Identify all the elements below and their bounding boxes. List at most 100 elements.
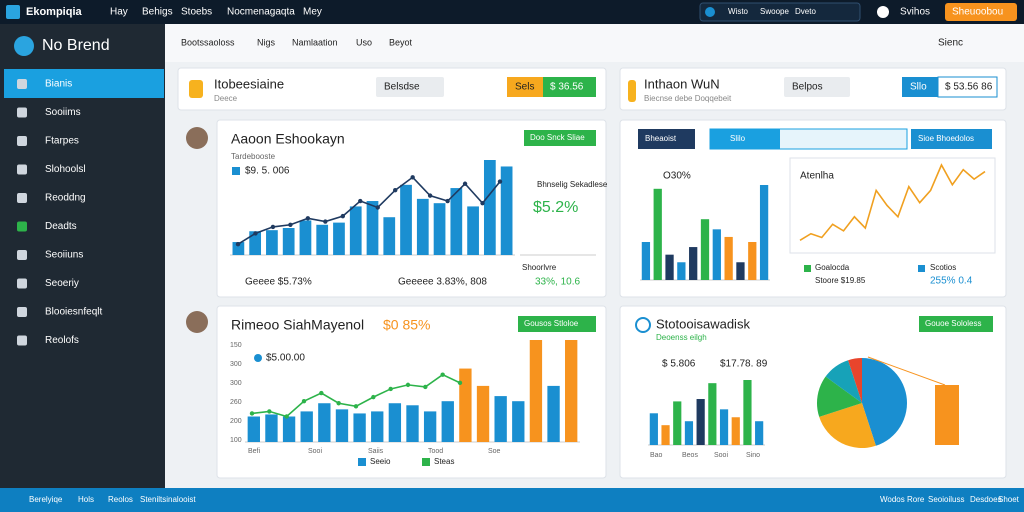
panel-button-label[interactable]: Gousos Stloloe [524, 319, 579, 328]
menu-item[interactable]: Reoddng [45, 193, 86, 204]
line-point [288, 222, 293, 227]
brand: No Brend [42, 37, 110, 54]
footer [0, 488, 1024, 512]
search-icon [705, 7, 715, 17]
panel-button[interactable] [919, 316, 993, 332]
menu-item[interactable]: Deadts [45, 221, 77, 232]
nav-item[interactable]: Behigs [142, 7, 173, 18]
bar [696, 399, 705, 445]
x-label: Bao [650, 452, 663, 459]
card-subtitle: Biecnse debe Doqqebeit [644, 94, 732, 103]
active-item[interactable] [4, 69, 164, 98]
menu-item[interactable]: Blooiesnfeqlt [45, 307, 102, 318]
menu-item[interactable]: Sooiims [45, 107, 81, 118]
tab[interactable]: Beyot [389, 37, 413, 47]
line-point [305, 216, 311, 221]
subheader [165, 24, 1024, 62]
panel-button-label[interactable]: Sioe Bhoedolos [918, 134, 974, 143]
menu-item[interactable]: Bianis [45, 79, 72, 90]
bar [371, 411, 384, 442]
bar [247, 416, 260, 442]
footer-link[interactable]: Seoioiluss [928, 495, 964, 504]
line-point [423, 384, 428, 390]
subheader-right[interactable]: Sienc [938, 38, 963, 49]
footer-link[interactable]: Shoet [998, 495, 1020, 504]
panel-button[interactable] [524, 130, 596, 146]
footer-link[interactable]: Berelyiqe [29, 495, 63, 504]
panel-button[interactable] [911, 129, 992, 149]
user[interactable]: Svihos [900, 7, 930, 18]
legend-dot [254, 354, 262, 362]
value-box [937, 76, 998, 98]
footer-link[interactable]: Wodos Rore [880, 495, 925, 504]
card-subtitle: Deece [214, 94, 238, 103]
search-box[interactable] [699, 2, 861, 22]
top-button[interactable] [945, 3, 1017, 21]
panel-metric: $ 5.806 [662, 359, 696, 370]
footer-link[interactable]: Hols [78, 495, 94, 504]
pie-slice [825, 360, 862, 403]
panel-stat: $0 85% [383, 317, 430, 333]
panel-metric: $9. 5. 006 [245, 166, 290, 177]
line-point [405, 382, 411, 388]
dropdown-label[interactable]: Belpos [792, 82, 823, 93]
panel-button[interactable] [518, 316, 596, 332]
card-value: $ 36.56 [550, 82, 584, 93]
menu-item[interactable]: Seoiiuns [45, 250, 83, 261]
menu-item[interactable]: Ftarpes [45, 136, 79, 147]
panel-button-label[interactable]: Doo Snck Sliae [530, 133, 585, 142]
line-point [388, 386, 393, 392]
dropdown[interactable] [784, 77, 850, 97]
line-point [353, 404, 359, 409]
sidebar [0, 24, 165, 488]
panel-metric: $5.00.00 [266, 353, 305, 364]
nav-item[interactable]: Stoebs [181, 7, 212, 18]
bar [416, 198, 429, 255]
top-button-label[interactable]: Sheuoobou [952, 7, 1003, 18]
x-label: Sooi [308, 448, 322, 455]
tab[interactable]: Nigs [257, 37, 276, 47]
avatar [186, 127, 208, 149]
bar [388, 403, 402, 442]
search-text[interactable]: Dveto [795, 7, 816, 16]
x-label: Saiis [368, 448, 384, 455]
menu-item[interactable]: Seoeriy [45, 278, 79, 289]
tab[interactable]: Uso [356, 37, 372, 47]
nav-item[interactable]: Hay [110, 7, 128, 18]
line-point [427, 193, 433, 198]
chart-label: Atenlha [800, 171, 834, 182]
dropdown-label[interactable]: Belsdse [384, 82, 420, 93]
panel-button-label[interactable]: Bheaoist [645, 134, 677, 143]
dropdown[interactable] [376, 77, 444, 97]
bar [677, 262, 686, 280]
panel-button-label[interactable]: Slilo [730, 134, 746, 143]
bar [433, 203, 446, 255]
bar [712, 229, 721, 280]
nav-item[interactable]: Nocmenagaqta [227, 7, 295, 18]
footer-link[interactable]: Desdoes [970, 495, 1002, 504]
footer-link[interactable]: Reolos [108, 495, 133, 504]
axis-label: 100 [230, 437, 242, 444]
menu-item[interactable]: Reolofs [45, 335, 79, 346]
axis-label: 150 [230, 342, 242, 349]
line-point [235, 242, 241, 247]
bar [719, 409, 729, 445]
menu-item[interactable]: Slohoolsl [45, 164, 86, 175]
tab[interactable]: Namlaation [292, 37, 338, 47]
panel-button[interactable] [638, 129, 695, 149]
bar [300, 411, 313, 442]
bar [512, 401, 525, 442]
footer-link[interactable]: Steniltsinalooist [140, 495, 196, 504]
line-point [340, 213, 345, 219]
bar [935, 385, 959, 445]
bar [282, 416, 296, 442]
tab[interactable]: Bootssaoloss [181, 37, 235, 47]
legend-swatch [232, 167, 240, 175]
search-text[interactable]: Wisto [728, 7, 749, 16]
card-icon [628, 80, 636, 102]
search-text[interactable]: Swoope [760, 7, 789, 16]
bar [400, 184, 412, 255]
panel-button-label[interactable]: Gouoe Sololess [925, 319, 981, 328]
bar [265, 414, 278, 442]
nav-item[interactable]: Mey [303, 7, 322, 18]
